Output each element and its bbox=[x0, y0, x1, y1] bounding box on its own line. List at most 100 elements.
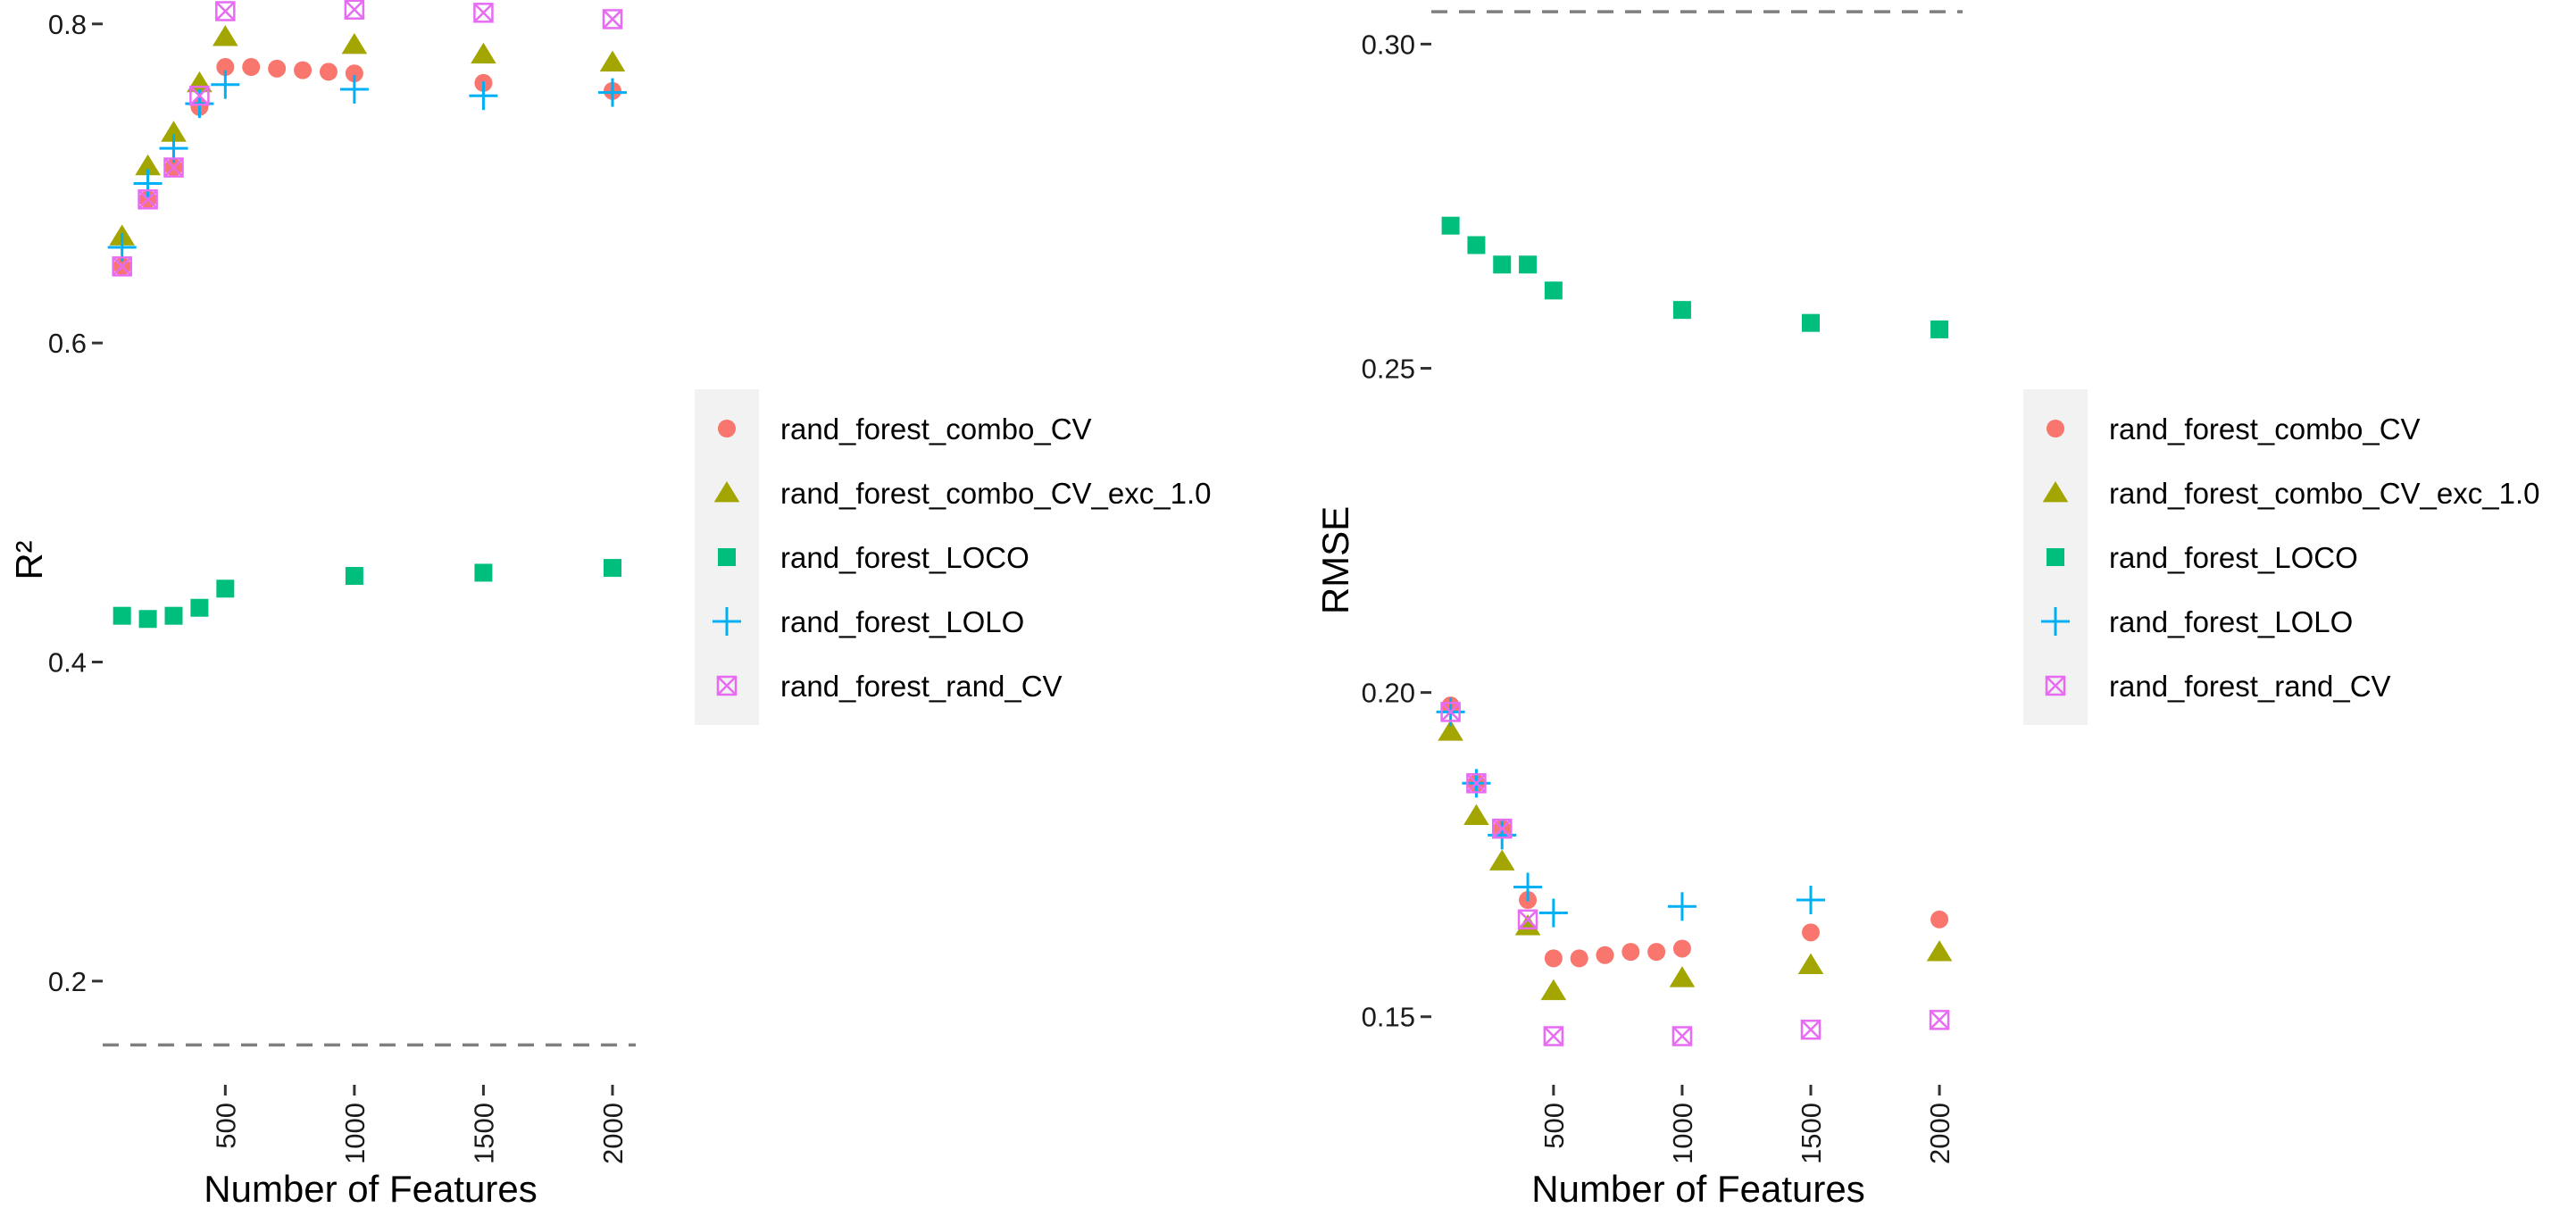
legend-key bbox=[2045, 675, 2066, 696]
data-point bbox=[133, 169, 163, 198]
data-point bbox=[602, 9, 623, 29]
data-point bbox=[1802, 313, 1820, 332]
data-point-d2 bbox=[1801, 1020, 1821, 1040]
data-point-d2 bbox=[1466, 773, 1487, 794]
data-point bbox=[599, 50, 626, 72]
data-point-shape bbox=[599, 50, 626, 72]
data-point bbox=[1538, 898, 1568, 928]
data-point bbox=[1540, 979, 1567, 1001]
data-point bbox=[294, 61, 313, 79]
series-rand_forest_combo_CV_exc_1.0 bbox=[109, 25, 626, 246]
data-point-shape bbox=[1926, 940, 1953, 962]
data-point-box bbox=[163, 157, 184, 178]
data-point-shape bbox=[471, 42, 496, 64]
data-point bbox=[161, 121, 187, 142]
data-point-shape bbox=[1544, 949, 1563, 968]
data-point-box bbox=[1491, 818, 1513, 839]
data-point-shape bbox=[164, 606, 183, 625]
data-point bbox=[345, 64, 363, 83]
data-point bbox=[597, 78, 627, 107]
data-point-box bbox=[344, 0, 365, 20]
data-point bbox=[1930, 910, 1949, 929]
data-point-shape bbox=[1647, 943, 1666, 962]
data-point bbox=[138, 610, 157, 629]
data-point-box bbox=[1543, 1026, 1564, 1046]
data-point-d2 bbox=[138, 189, 158, 210]
data-point-shape bbox=[1621, 943, 1640, 962]
data-point bbox=[1929, 1010, 1950, 1030]
legend-key-shape bbox=[718, 548, 736, 566]
legend: rand_forest_combo_CV rand_forest_combo_CV… bbox=[2023, 389, 2539, 725]
data-point bbox=[1671, 1026, 1693, 1046]
data-point-shape bbox=[213, 25, 238, 46]
data-point bbox=[215, 1, 236, 21]
legend-key bbox=[2047, 548, 2064, 566]
data-point-shape bbox=[1519, 255, 1538, 274]
x-axis-title: Number of Features bbox=[204, 1168, 538, 1208]
data-point-shape bbox=[216, 579, 235, 598]
legend-label: rand_forest_combo_CV bbox=[2109, 412, 2421, 446]
data-point-box bbox=[1929, 1010, 1950, 1030]
data-point bbox=[1466, 773, 1487, 794]
data-point-box bbox=[1671, 1026, 1693, 1046]
data-point-d2 bbox=[163, 157, 184, 178]
data-point-shape bbox=[1570, 949, 1588, 968]
x-tick-label: 1000 bbox=[339, 1103, 371, 1164]
data-point bbox=[1543, 1026, 1564, 1046]
data-point bbox=[135, 154, 161, 176]
data-point bbox=[1463, 804, 1489, 826]
y-tick-label: 0.30 bbox=[1362, 29, 1415, 60]
data-point-shape bbox=[1493, 255, 1512, 274]
data-point-shape bbox=[341, 33, 368, 54]
data-point-shape bbox=[1802, 313, 1820, 332]
data-point-shape bbox=[1672, 939, 1691, 958]
legend-key-shape bbox=[718, 420, 736, 437]
data-point bbox=[216, 58, 235, 77]
data-point bbox=[1647, 943, 1666, 962]
legend-label: rand_forest_combo_CV bbox=[780, 412, 1092, 446]
legend-label: rand_forest_rand_CV bbox=[780, 670, 1063, 703]
data-point-box bbox=[1440, 702, 1461, 722]
y-tick-label: 0.20 bbox=[1362, 678, 1415, 709]
data-point-d2 bbox=[473, 3, 494, 23]
legend-key bbox=[2041, 607, 2070, 636]
x-tick-label: 2000 bbox=[1924, 1103, 1955, 1164]
data-point-shape bbox=[603, 559, 621, 578]
data-point bbox=[138, 189, 158, 210]
data-point bbox=[268, 59, 287, 78]
data-point bbox=[1926, 940, 1953, 962]
data-point-shape bbox=[474, 563, 493, 582]
legend-key-shape bbox=[2047, 420, 2064, 437]
data-point-box bbox=[138, 189, 158, 210]
data-point bbox=[345, 567, 363, 586]
legend-key bbox=[718, 420, 736, 437]
data-point-d2 bbox=[189, 86, 210, 106]
y-tick-label: 0.4 bbox=[48, 647, 87, 679]
legend: rand_forest_combo_CV rand_forest_combo_CV… bbox=[695, 389, 1211, 725]
data-point bbox=[190, 598, 209, 617]
data-point-shape bbox=[1930, 910, 1949, 929]
rmse-panel: 0.15 0.20 0.25 0.30 500 1000 1500 2000 Number of… bbox=[1314, 10, 2539, 1208]
data-point bbox=[242, 58, 261, 77]
data-point-shape bbox=[138, 610, 157, 629]
data-point bbox=[1519, 255, 1538, 274]
data-point-shape bbox=[1540, 979, 1567, 1001]
data-point-shape bbox=[1441, 216, 1460, 235]
legend-label: rand_forest_combo_CV_exc_1.0 bbox=[780, 477, 1211, 510]
data-point-d2 bbox=[603, 9, 622, 29]
data-point-box bbox=[602, 9, 623, 29]
y-tick-label: 0.6 bbox=[48, 328, 87, 359]
data-point-shape bbox=[135, 154, 161, 176]
data-point-d2 bbox=[1492, 819, 1513, 839]
data-point-shape bbox=[113, 606, 131, 625]
series-rand_forest_combo_CV_exc_1.0 bbox=[1438, 720, 1953, 1001]
data-point-shape bbox=[1438, 720, 1463, 741]
legend-label: rand_forest_LOCO bbox=[780, 541, 1030, 574]
data-point-shape bbox=[1930, 320, 1949, 338]
legend-label: rand_forest_rand_CV bbox=[2109, 670, 2391, 703]
data-point bbox=[603, 559, 621, 578]
legend-key bbox=[716, 675, 738, 696]
y-tick-label: 0.2 bbox=[48, 966, 87, 997]
data-point bbox=[1669, 966, 1696, 987]
